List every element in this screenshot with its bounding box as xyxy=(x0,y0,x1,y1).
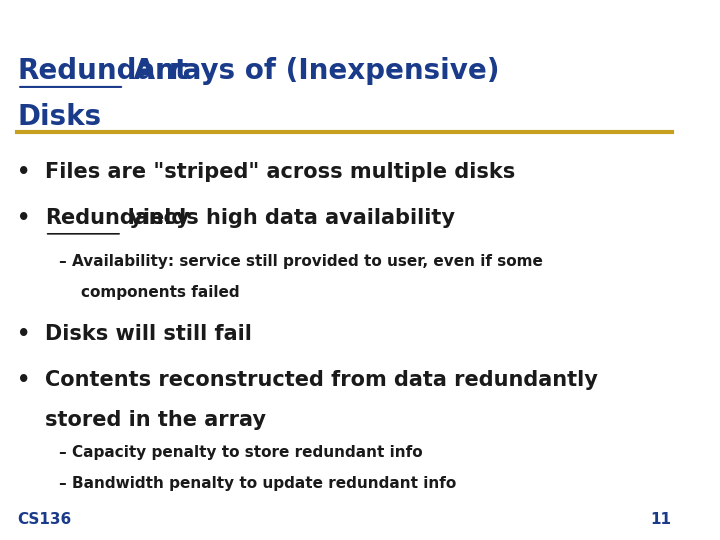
Text: stored in the array: stored in the array xyxy=(45,410,266,430)
Text: Redundant: Redundant xyxy=(17,57,189,85)
Text: •: • xyxy=(17,208,30,228)
Text: 11: 11 xyxy=(651,511,672,526)
Text: Redundancy: Redundancy xyxy=(45,208,189,228)
Text: Contents reconstructed from data redundantly: Contents reconstructed from data redunda… xyxy=(45,370,598,390)
Text: •: • xyxy=(17,162,30,182)
Text: Files are "striped" across multiple disks: Files are "striped" across multiple disk… xyxy=(45,162,515,182)
Text: Capacity penalty to store redundant info: Capacity penalty to store redundant info xyxy=(72,446,423,461)
Text: yields high data availability: yields high data availability xyxy=(122,208,455,228)
Text: •: • xyxy=(17,370,30,390)
Text: CS136: CS136 xyxy=(17,511,71,526)
Text: –: – xyxy=(58,446,66,461)
Text: Disks: Disks xyxy=(17,103,102,131)
Text: Arrays of (Inexpensive): Arrays of (Inexpensive) xyxy=(124,57,500,85)
Text: •: • xyxy=(17,324,30,344)
Text: –: – xyxy=(58,254,66,269)
Text: Bandwidth penalty to update redundant info: Bandwidth penalty to update redundant in… xyxy=(72,476,456,491)
Text: –: – xyxy=(58,476,66,491)
Text: components failed: components failed xyxy=(81,285,240,300)
Text: Disks will still fail: Disks will still fail xyxy=(45,324,252,344)
Text: Availability: service still provided to user, even if some: Availability: service still provided to … xyxy=(72,254,543,269)
